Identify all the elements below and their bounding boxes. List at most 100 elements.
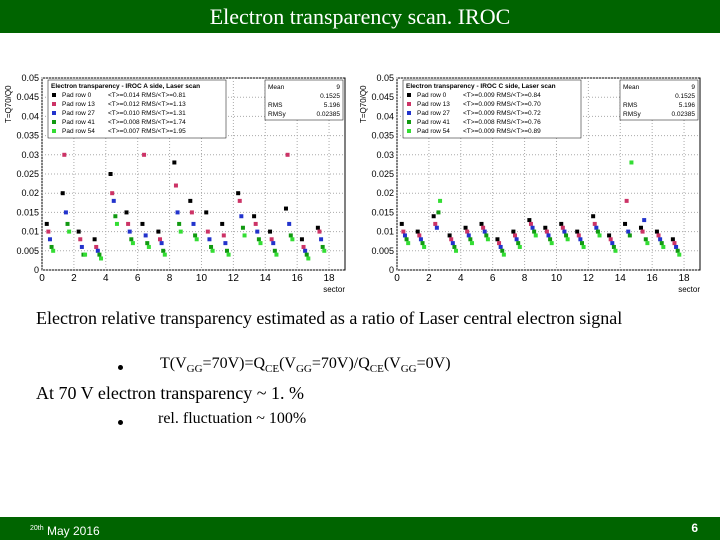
data-point (404, 237, 409, 242)
stats-label: RMSy (623, 111, 641, 118)
data-point (530, 225, 535, 230)
data-point (498, 244, 503, 249)
plots: 0 0.005 0.01 0.015 0.02 0.025 0.03 0.035 0.04 0.0… (4, 73, 701, 294)
data-point (191, 221, 196, 226)
data-point (47, 237, 52, 242)
legend-stats: <T>=0.009 RMS/<T>=0.89 (463, 128, 541, 135)
x-tick-label: 8 (522, 273, 528, 284)
data-point (675, 248, 680, 253)
data-point (658, 237, 663, 242)
x-tick-label: 10 (196, 273, 208, 284)
data-point (221, 233, 226, 238)
data-point (564, 233, 569, 238)
data-point (420, 241, 425, 246)
data-point (607, 233, 612, 238)
data-point (449, 237, 454, 242)
data-point (299, 237, 304, 242)
stats-value: 0.02385 (672, 111, 696, 118)
data-point (659, 241, 664, 246)
data-point (127, 229, 132, 234)
data-point (143, 233, 148, 238)
data-point (242, 233, 247, 238)
x-tick-label: 8 (167, 273, 173, 284)
data-point (452, 244, 457, 249)
legend-marker (52, 102, 56, 106)
y-tick-label: 0.04 (376, 111, 394, 121)
data-point (271, 241, 276, 246)
legend-label: Pad row 54 (62, 128, 95, 135)
data-point (178, 229, 183, 234)
y-tick-label: 0.005 (16, 246, 39, 256)
data-point (656, 233, 661, 238)
data-point (76, 229, 81, 234)
data-point (51, 248, 56, 253)
chart-title: Electron transparency - IROC C side, Las… (406, 83, 556, 90)
date-day: 20 (30, 525, 38, 532)
legend-stats: <T>=0.010 RMS/<T>=1.31 (108, 110, 186, 117)
data-point (501, 252, 506, 257)
date-rest: May 2016 (46, 524, 100, 538)
footer-date: 20th May 2016 (30, 517, 100, 543)
data-point (315, 225, 320, 230)
data-point (500, 248, 505, 253)
data-point (422, 244, 427, 249)
y-tick-label: 0.05 (21, 73, 39, 83)
data-point (672, 241, 677, 246)
bullet (118, 420, 123, 425)
data-point (595, 229, 600, 234)
data-point (173, 183, 178, 188)
legend-marker (407, 129, 411, 133)
data-point (591, 214, 596, 219)
page-number: 6 (691, 521, 698, 535)
legend-marker (52, 120, 56, 124)
data-point (204, 210, 209, 215)
data-point (670, 237, 675, 242)
stats-label: RMS (623, 102, 638, 109)
data-point (495, 237, 500, 242)
data-point (624, 198, 629, 203)
data-point (220, 221, 225, 226)
data-point (317, 229, 322, 234)
bullet (118, 365, 123, 370)
data-point (287, 221, 292, 226)
data-point (415, 229, 420, 234)
data-point (485, 237, 490, 242)
data-point (175, 210, 180, 215)
stats-box (264, 79, 344, 121)
data-point (268, 229, 273, 234)
x-tick-label: 6 (135, 273, 141, 284)
data-point (274, 252, 279, 257)
stats-label: Mean (268, 84, 285, 91)
date-suffix: th (37, 525, 44, 532)
y-tick-label: 0.02 (376, 188, 394, 198)
data-point (237, 198, 242, 203)
data-point (108, 172, 113, 176)
data-point (402, 233, 407, 238)
data-point (454, 248, 459, 253)
data-point (527, 218, 532, 223)
data-point (94, 244, 99, 249)
x-tick-label: 0 (394, 273, 400, 284)
legend-stats: <T>=0.008 RMS/<T>=1.74 (108, 119, 186, 126)
chart-title: Electron transparency - IROC A side, Las… (51, 83, 200, 90)
legend-marker (407, 93, 411, 97)
data-point (463, 225, 468, 230)
stats-value: 5.196 (324, 102, 341, 109)
x-tick-label: 14 (615, 273, 627, 284)
data-point (253, 221, 258, 226)
legend-stats: <T>=0.009 RMS/<T>=0.70 (463, 101, 541, 108)
formula-sub: GG (295, 363, 312, 376)
data-point (594, 225, 599, 230)
x-tick-label: 10 (551, 273, 563, 284)
data-point (642, 218, 647, 223)
x-tick-label: 6 (490, 273, 496, 284)
data-point (484, 233, 489, 238)
slide-title: Electron transparency scan. IROC (209, 4, 511, 29)
x-tick-label: 0 (39, 273, 45, 284)
data-point (79, 244, 84, 249)
data-point (255, 229, 260, 234)
data-point (575, 229, 580, 234)
data-point (78, 237, 83, 242)
formula-part: =0V) (416, 355, 451, 372)
data-point (560, 225, 565, 230)
